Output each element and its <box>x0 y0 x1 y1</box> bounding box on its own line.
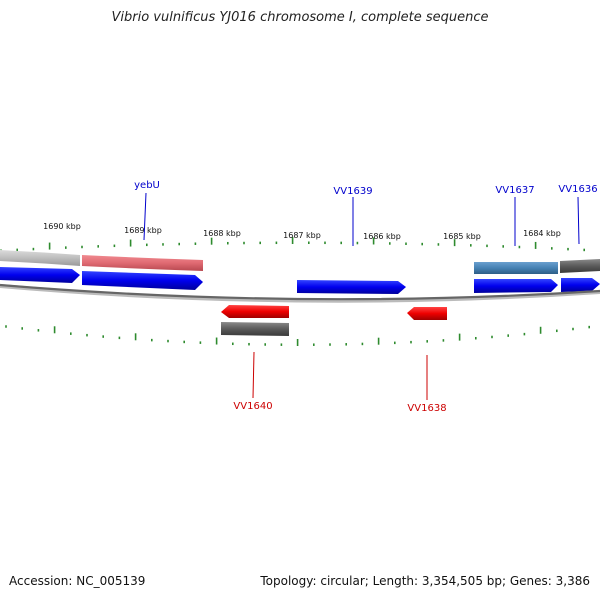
kbp-label: 1688 kbp <box>203 229 241 238</box>
gene-label-VV1637[interactable]: VV1637 <box>495 185 534 196</box>
leader-line <box>252 351 255 399</box>
kbp-label: 1684 kbp <box>523 229 561 238</box>
topology-summary: Topology: circular; Length: 3,354,505 bp… <box>260 574 590 588</box>
kbp-label: 1687 kbp <box>283 231 321 240</box>
cds-forward-arrow[interactable] <box>474 279 558 293</box>
cds-forward-arrow[interactable] <box>297 280 406 294</box>
gene-feature[interactable] <box>221 322 289 336</box>
chromosome-backbone <box>0 283 600 301</box>
cds-reverse-arrow[interactable] <box>221 305 289 318</box>
gene-label-VV1639[interactable]: VV1639 <box>333 186 372 197</box>
reverse-cds-track <box>221 305 447 320</box>
cds-forward-arrow[interactable] <box>0 267 80 283</box>
gene-labels: yebU VV1639 VV1637 VV1636 VV1640 VV1638 <box>134 180 597 414</box>
forward-cds-track <box>0 267 600 294</box>
gene-feature[interactable] <box>474 262 558 274</box>
gene-label-yebU[interactable]: yebU <box>134 180 160 191</box>
label-leaders <box>143 192 580 400</box>
cds-forward-arrow[interactable] <box>82 271 203 290</box>
cds-forward-arrow[interactable] <box>561 278 600 292</box>
accession-text: Accession: NC_005139 <box>9 574 146 588</box>
scale-ticks <box>0 237 591 346</box>
kbp-label: 1686 kbp <box>363 232 401 241</box>
kbp-scale-labels: 1690 kbp 1689 kbp 1688 kbp 1687 kbp 1686… <box>43 222 561 241</box>
kbp-label: 1690 kbp <box>43 222 81 231</box>
chromosome-backbone-shadow <box>0 284 600 303</box>
gene-feature[interactable] <box>82 255 203 271</box>
map-title: Vibrio vulnificus YJ016 chromosome I, co… <box>111 10 489 25</box>
gene-feature[interactable] <box>0 250 80 266</box>
gene-feature[interactable] <box>560 259 600 273</box>
gene-label-VV1638[interactable]: VV1638 <box>407 403 446 414</box>
cds-reverse-arrow[interactable] <box>407 307 447 320</box>
kbp-label: 1685 kbp <box>443 232 481 241</box>
gene-label-VV1636[interactable]: VV1636 <box>558 184 597 195</box>
gene-label-VV1640[interactable]: VV1640 <box>233 401 272 412</box>
outer-gene-track <box>0 250 600 274</box>
leader-line <box>143 192 147 241</box>
leader-line <box>577 196 580 245</box>
kbp-label: 1689 kbp <box>124 226 162 235</box>
